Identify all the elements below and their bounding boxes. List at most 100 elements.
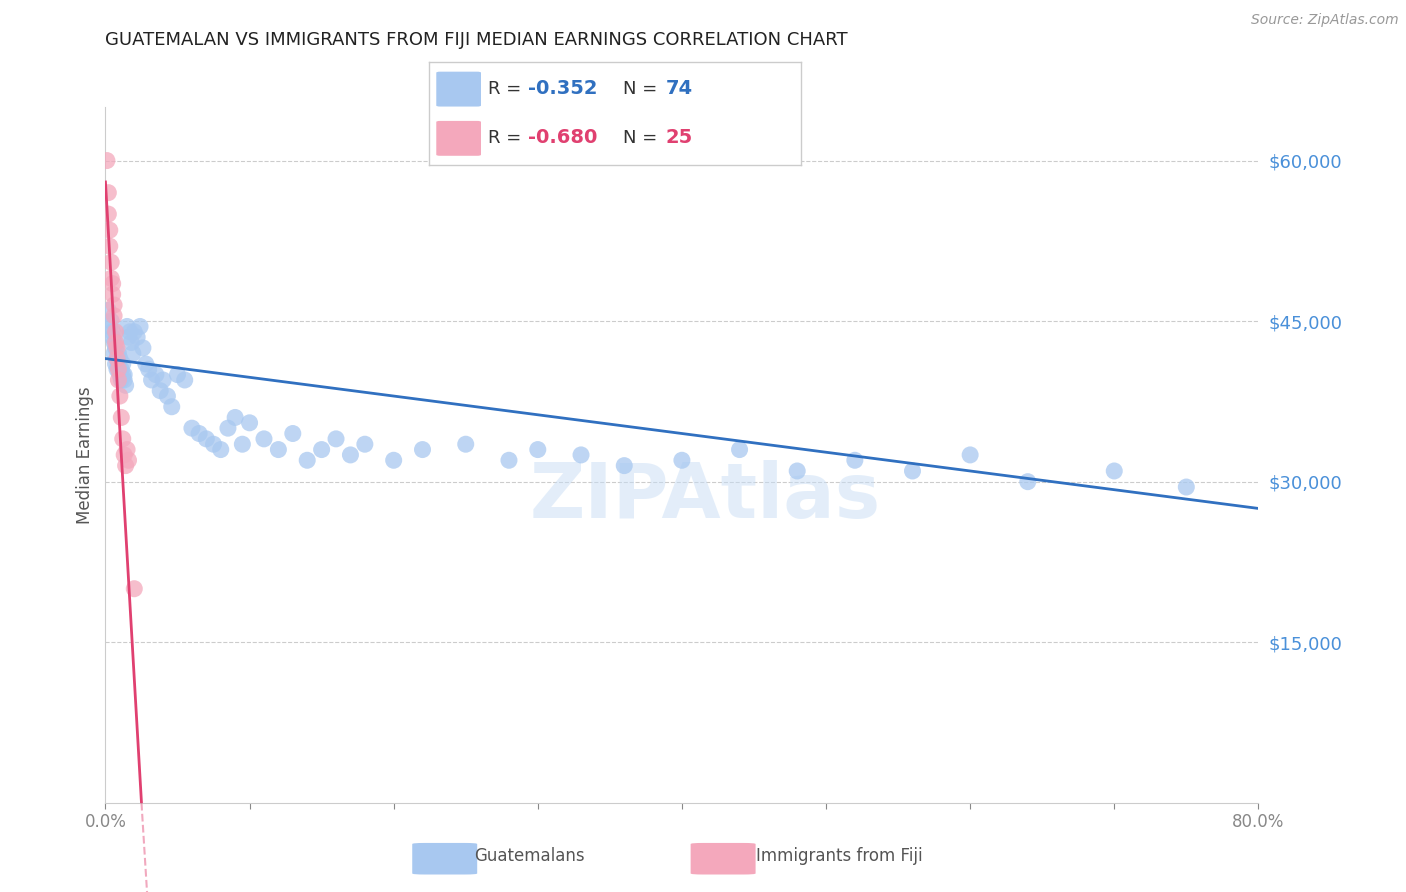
Point [97,303,120,318]
Point [107,357,129,371]
Point [138,362,160,376]
Point [110,410,132,425]
FancyBboxPatch shape [690,843,755,874]
Point [454,437,477,451]
Point [195,432,218,446]
Point [728,442,751,457]
Point [104,335,127,350]
Point [149,384,172,398]
Point [97,186,120,200]
Text: -0.680: -0.680 [527,128,598,147]
Point [844,453,866,467]
Point [498,453,520,467]
Point [100,255,122,269]
Point [105,341,128,355]
Point [104,357,127,371]
Point [267,442,290,457]
Point [124,582,146,596]
Point [129,319,152,334]
Point [101,287,124,301]
Point [166,368,188,382]
Point [253,432,276,446]
Point [107,362,129,376]
Point [112,373,135,387]
Point [281,426,304,441]
Point [101,330,124,344]
Point [101,325,124,339]
Point [105,351,128,366]
Point [111,357,134,371]
Point [959,448,981,462]
Point [325,432,347,446]
Point [202,437,225,451]
Point [120,335,142,350]
Point [135,357,157,371]
Point [127,330,149,344]
Point [117,453,139,467]
Point [382,453,405,467]
Point [107,373,129,387]
Point [98,223,121,237]
FancyBboxPatch shape [436,121,481,156]
Point [107,346,129,360]
Text: -0.352: -0.352 [527,79,598,98]
Point [110,362,132,376]
Point [1017,475,1039,489]
Point [173,373,195,387]
Point [156,389,179,403]
Point [141,373,163,387]
Point [1175,480,1198,494]
Point [527,442,550,457]
Point [354,437,377,451]
Point [160,400,183,414]
Point [114,378,136,392]
Point [104,341,127,355]
Point [224,410,246,425]
Point [112,448,135,462]
Point [117,330,139,344]
Point [105,351,128,366]
Point [145,368,167,382]
Point [115,319,138,334]
Point [115,442,138,457]
Point [311,442,333,457]
Point [112,368,135,382]
Point [124,325,146,339]
Point [188,426,211,441]
FancyBboxPatch shape [436,71,481,106]
Text: Immigrants from Fiji: Immigrants from Fiji [755,847,922,865]
Point [412,442,434,457]
Point [96,153,118,168]
Point [114,458,136,473]
Point [103,335,125,350]
Point [231,437,253,451]
Text: Guatemalans: Guatemalans [474,847,585,865]
Text: R =: R = [488,128,527,147]
Point [297,453,319,467]
Point [118,325,141,339]
Text: 25: 25 [665,128,693,147]
Point [613,458,636,473]
Text: GUATEMALAN VS IMMIGRANTS FROM FIJI MEDIAN EARNINGS CORRELATION CHART: GUATEMALAN VS IMMIGRANTS FROM FIJI MEDIA… [105,31,848,49]
Point [100,314,122,328]
Point [152,373,174,387]
Text: ZIPAtlas: ZIPAtlas [529,459,880,533]
Point [1102,464,1125,478]
Point [339,448,361,462]
Text: N =: N = [623,128,662,147]
Point [97,207,120,221]
Point [110,373,132,387]
Point [132,341,155,355]
Text: R =: R = [488,79,527,97]
Point [100,271,122,285]
Point [181,421,204,435]
Point [671,453,693,467]
Point [239,416,262,430]
Text: 74: 74 [665,79,693,98]
Point [209,442,232,457]
Point [103,346,125,360]
Point [98,319,121,334]
Point [101,277,124,291]
Point [111,368,134,382]
Point [121,346,143,360]
